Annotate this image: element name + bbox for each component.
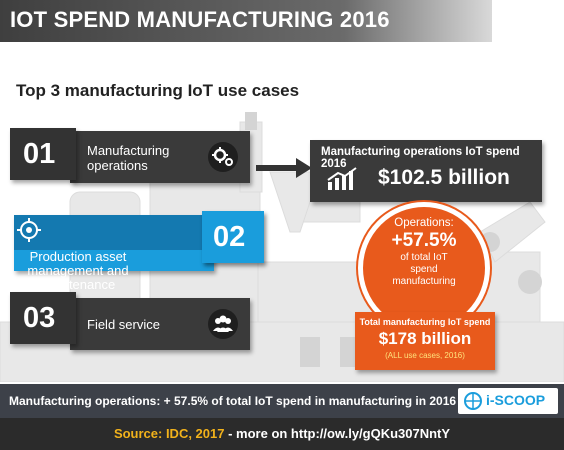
use-case-card-03: Field service	[70, 298, 250, 350]
page-title: IOT SPEND MANUFACTURING 2016	[10, 7, 390, 32]
arrow-icon	[256, 158, 312, 178]
use-case-card-02: Production asset management and maintena…	[14, 215, 214, 292]
total-spend-label: Total manufacturing IoT spend	[359, 317, 491, 327]
share-heading: Operations:	[394, 217, 454, 229]
people-icon	[208, 309, 238, 339]
title-bar: IOT SPEND MANUFACTURING 2016	[0, 0, 492, 42]
ops-spend-label: Manufacturing operations IoT spend 2016	[321, 146, 520, 170]
source-citation: Source: IDC, 2017	[113, 426, 225, 441]
use-case-number-box-02: 02	[202, 211, 264, 263]
target-icon	[14, 215, 214, 250]
use-case-number: 01	[23, 138, 56, 170]
source-link[interactable]: - more on http://ow.ly/gQKu307NntY	[224, 426, 451, 441]
use-case-number-box-01: 01	[10, 128, 76, 180]
globe-icon	[464, 392, 482, 410]
trend-chart-icon	[327, 167, 357, 190]
use-case-number: 03	[23, 302, 56, 334]
banner-text: Manufacturing operations: + 57.5% of tot…	[9, 394, 457, 408]
use-case-number: 02	[213, 221, 246, 253]
total-spend-box: Total manufacturing IoT spend $178 billi…	[355, 312, 495, 370]
share-line-4: manufacturing	[392, 276, 456, 287]
source-line: Source: IDC, 2017 - more on http://ow.ly…	[0, 426, 564, 441]
use-case-label: Production asset management and maintena…	[27, 249, 129, 292]
summary-banner: Manufacturing operations: + 57.5% of tot…	[0, 384, 564, 418]
total-spend-value: $178 billion	[378, 329, 472, 348]
use-case-label: Manufacturing operations	[87, 143, 170, 173]
source-footer: Source: IDC, 2017 - more on http://ow.ly…	[0, 418, 564, 450]
share-line-3: spend	[410, 264, 438, 275]
share-value: +57.5%	[391, 230, 457, 251]
total-spend-note: (ALL use cases, 2016)	[385, 351, 465, 360]
top-strip	[492, 0, 564, 42]
ops-spend-value: $102.5 billion	[378, 166, 510, 189]
logo-text: i-SCOOP	[486, 392, 546, 408]
subtitle: Top 3 manufacturing IoT use cases	[16, 81, 300, 100]
i-scoop-logo: i-SCOOP	[458, 388, 558, 414]
gears-icon	[208, 142, 238, 172]
ops-spend-box: Manufacturing operations IoT spend 2016 …	[310, 140, 542, 202]
use-case-number-box-03: 03	[10, 292, 76, 344]
share-line-2: of total IoT	[400, 252, 448, 263]
use-case-card-01: Manufacturing operations	[70, 131, 250, 183]
use-case-label: Field service	[87, 317, 160, 332]
